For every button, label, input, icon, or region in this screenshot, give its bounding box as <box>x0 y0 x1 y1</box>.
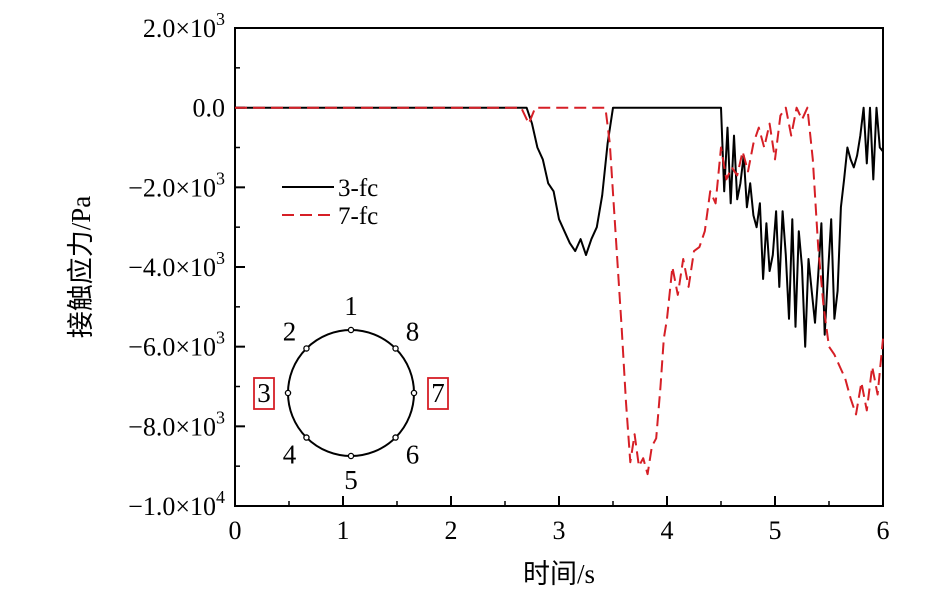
measurement-point-label: 5 <box>344 465 358 495</box>
legend-label-3fc: 3-fc <box>338 175 378 202</box>
legend-label-7fc: 7-fc <box>338 203 378 230</box>
series-line-7-fc <box>235 106 884 476</box>
measurement-point-label: 4 <box>283 440 297 470</box>
y-tick-label: 2.0×103 <box>143 9 225 43</box>
x-tick-label: 5 <box>769 516 782 545</box>
y-tick-label: −1.0×104 <box>128 487 225 521</box>
y-tick-label: −6.0×103 <box>128 328 225 362</box>
x-tick-label: 3 <box>553 516 566 545</box>
highlight-box <box>253 377 275 410</box>
x-tick-label: 4 <box>661 516 674 545</box>
measurement-point-label: 1 <box>344 291 358 321</box>
measurement-point <box>303 434 310 441</box>
measurement-point <box>347 326 355 334</box>
measurement-point-label: 8 <box>406 316 420 346</box>
measurement-points <box>284 326 418 460</box>
y-tick-label: −4.0×103 <box>128 248 225 282</box>
measurement-point-label: 6 <box>406 440 420 470</box>
y-tick-label: 0.0 <box>193 94 226 123</box>
measurement-point <box>410 389 418 397</box>
x-axis-title: 时间/s <box>523 559 595 589</box>
measurement-point <box>392 434 399 441</box>
x-tick-label: 1 <box>337 516 350 545</box>
y-axis-title: 接触应力/Pa <box>66 196 96 339</box>
measurement-point-label: 3 <box>257 378 271 408</box>
x-tick-label: 0 <box>229 516 242 545</box>
legend: 3-fc 7-fc <box>282 175 378 230</box>
x-axis: 0 1 2 3 4 5 6 <box>229 496 890 545</box>
measurement-point <box>303 345 310 352</box>
measurement-point <box>392 345 399 352</box>
measurement-point <box>284 389 292 397</box>
measurement-point-label: 2 <box>283 316 297 346</box>
x-tick-label: 6 <box>877 516 890 545</box>
series-layer <box>235 106 884 476</box>
measurement-point-labels: 1 2 3 4 5 6 7 8 <box>253 291 449 495</box>
highlight-box <box>427 377 449 410</box>
measurement-point <box>347 452 355 460</box>
measurement-point-label: 7 <box>431 378 445 408</box>
y-tick-label: −2.0×103 <box>128 168 225 202</box>
x-tick-label: 2 <box>445 516 458 545</box>
series-line-3-fc <box>235 106 884 348</box>
pipe-section-diagram: 1 2 3 4 5 6 7 8 <box>253 291 449 495</box>
y-tick-label: −8.0×103 <box>128 407 225 441</box>
y-axis: 2.0×103 0.0 −2.0×103 −4.0×103 −6.0×103 −8.0×1… <box>128 9 245 521</box>
